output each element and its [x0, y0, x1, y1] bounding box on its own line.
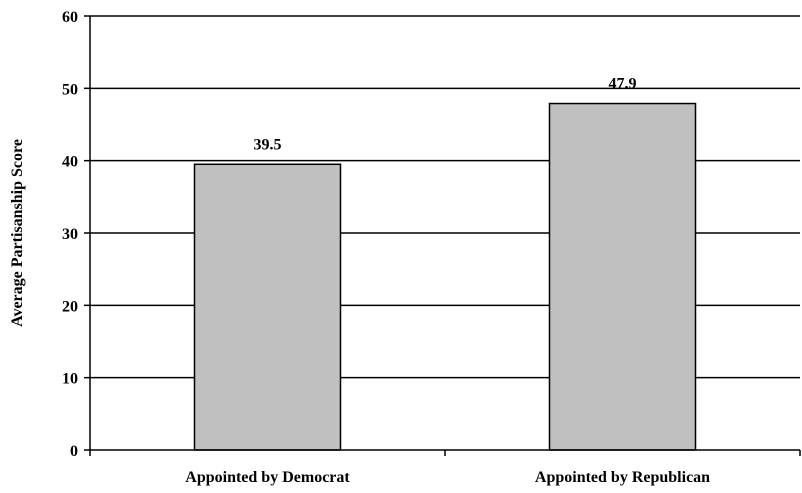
x-category-label: Appointed by Democrat — [185, 469, 350, 486]
bar — [193, 163, 342, 451]
y-tick-label: 60 — [62, 9, 78, 26]
y-tick-label: 10 — [62, 371, 78, 388]
y-tick-label: 30 — [62, 226, 78, 243]
data-labels: 39.5 47.9 — [254, 76, 637, 154]
y-axis-title: Average Partisanship Score — [9, 139, 26, 327]
bar — [548, 102, 697, 451]
bars — [193, 102, 697, 451]
y-tick-label: 0 — [70, 443, 78, 460]
x-category-label: Appointed by Republican — [535, 469, 710, 486]
y-axis-ticks: 0 10 20 30 40 50 60 — [62, 9, 90, 460]
data-label: 39.5 — [254, 136, 282, 153]
data-label: 47.9 — [609, 76, 637, 93]
y-tick-label: 40 — [62, 154, 78, 171]
y-tick-label: 20 — [62, 298, 78, 315]
y-tick-label: 50 — [62, 81, 78, 98]
x-axis-labels: Appointed by Democrat Appointed by Republ… — [89, 450, 801, 486]
